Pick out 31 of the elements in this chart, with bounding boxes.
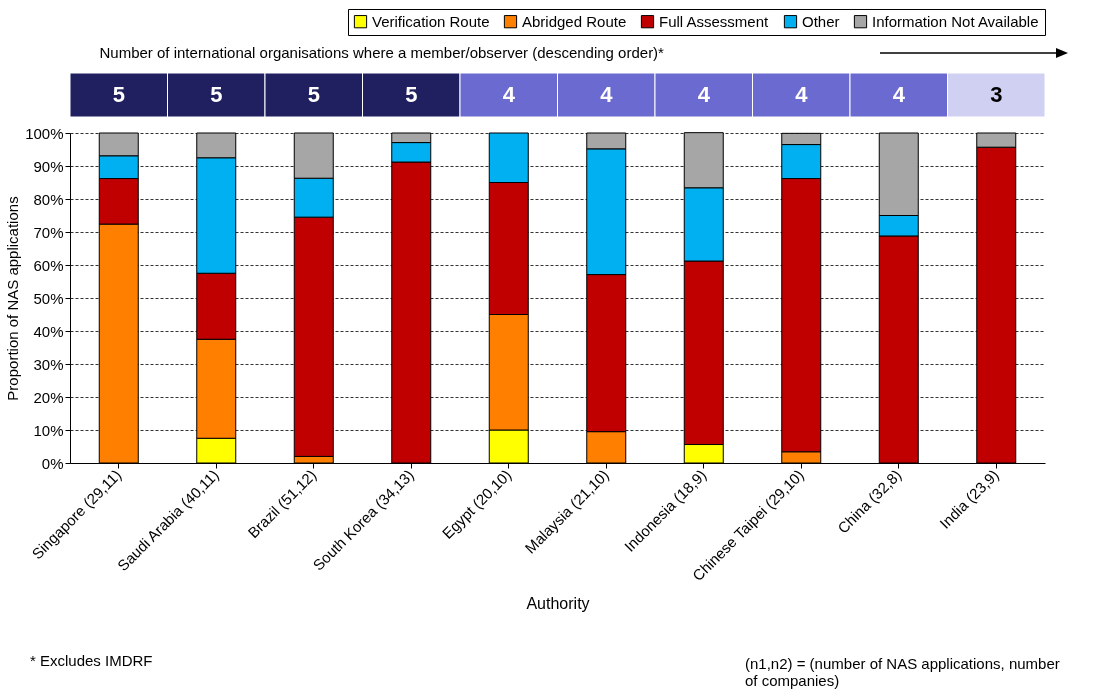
text: * Excludes IMDRF (30, 652, 153, 669)
x-axis-title: Authority (526, 595, 590, 613)
y-tick-label: 20% (33, 388, 64, 406)
text: 5 (112, 82, 125, 107)
legend-label: Verification Route (372, 12, 490, 30)
text: 3 (990, 82, 1003, 107)
legend-label: Full Assessment (659, 12, 770, 30)
text: 4 (795, 82, 809, 107)
y-tick-label: 50% (33, 289, 64, 307)
text: 5 (210, 82, 223, 107)
y-tick-label: 80% (33, 190, 64, 208)
chart-subtitle: Number of international organisations where a member/observer (descending order)* (99, 43, 665, 61)
legend-label: Information Not Available (872, 12, 1039, 30)
y-tick-label: 60% (33, 256, 64, 274)
text: (n1,n2) = (number of NAS applications, number of companies) (745, 655, 1061, 689)
legend-label: Other (802, 12, 840, 30)
text: 4 (892, 82, 906, 107)
text: 4 (502, 82, 516, 107)
text: 4 (697, 82, 711, 107)
legend-label: Abridged Route (522, 12, 627, 30)
text: 4 (600, 82, 614, 107)
y-axis-title: Proportion of NAS applications (4, 196, 22, 401)
y-tick-label: 90% (33, 157, 64, 175)
text: 5 (307, 82, 320, 107)
y-tick-label: 70% (33, 223, 64, 241)
text: 5 (405, 82, 418, 107)
y-tick-label: 30% (33, 355, 64, 373)
y-tick-label: 0% (41, 454, 64, 472)
y-tick-label: 40% (33, 322, 64, 340)
y-tick-label: 100% (25, 124, 64, 142)
y-tick-label: 10% (33, 421, 64, 439)
